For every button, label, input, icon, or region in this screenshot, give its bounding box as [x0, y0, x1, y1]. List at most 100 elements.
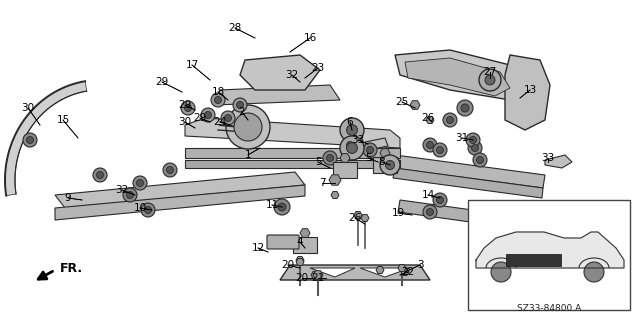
Text: 32: 32 [285, 70, 299, 80]
Text: 15: 15 [56, 115, 70, 125]
Polygon shape [296, 256, 304, 263]
Text: 5: 5 [365, 153, 371, 163]
Text: 28: 28 [228, 23, 242, 33]
Circle shape [380, 155, 400, 175]
Text: 8: 8 [379, 157, 385, 167]
Circle shape [461, 104, 469, 112]
Polygon shape [398, 264, 406, 271]
Circle shape [433, 143, 447, 157]
Circle shape [385, 160, 394, 169]
Text: 20: 20 [296, 273, 308, 283]
Text: 17: 17 [186, 60, 198, 70]
FancyBboxPatch shape [293, 237, 317, 253]
Text: 21: 21 [312, 273, 324, 283]
Polygon shape [240, 55, 320, 90]
Polygon shape [401, 269, 409, 276]
Text: 4: 4 [297, 237, 303, 247]
Circle shape [123, 188, 137, 202]
Polygon shape [5, 81, 86, 196]
Circle shape [237, 101, 243, 108]
Text: 30: 30 [179, 117, 191, 127]
Circle shape [136, 180, 143, 187]
Text: 13: 13 [524, 85, 536, 95]
Text: 16: 16 [303, 33, 317, 43]
Text: FR.: FR. [60, 262, 83, 275]
FancyBboxPatch shape [267, 235, 299, 249]
Circle shape [340, 118, 364, 142]
Polygon shape [329, 175, 341, 185]
Circle shape [457, 100, 473, 116]
Circle shape [340, 136, 364, 160]
Circle shape [343, 138, 357, 152]
Circle shape [426, 142, 433, 149]
Text: 12: 12 [252, 243, 264, 253]
Text: 29: 29 [193, 113, 207, 123]
Polygon shape [398, 200, 545, 232]
Circle shape [233, 98, 247, 112]
Circle shape [479, 69, 501, 91]
Polygon shape [215, 85, 340, 105]
Circle shape [184, 105, 191, 112]
Circle shape [472, 145, 479, 152]
Text: 24: 24 [213, 117, 227, 127]
Text: 19: 19 [392, 208, 404, 218]
Polygon shape [55, 185, 305, 220]
Text: 2: 2 [239, 107, 245, 117]
Polygon shape [476, 232, 624, 268]
Circle shape [326, 154, 333, 161]
Polygon shape [300, 229, 310, 237]
Text: 9: 9 [65, 193, 71, 203]
Polygon shape [296, 258, 304, 265]
Polygon shape [410, 101, 420, 109]
Text: 27: 27 [483, 67, 497, 77]
Text: 23: 23 [312, 63, 324, 73]
Text: 10: 10 [133, 203, 147, 213]
Circle shape [347, 125, 357, 135]
Circle shape [491, 262, 511, 282]
Polygon shape [55, 172, 305, 208]
Circle shape [485, 75, 495, 85]
Circle shape [278, 203, 286, 211]
Circle shape [23, 133, 37, 147]
Text: 18: 18 [211, 87, 225, 97]
Text: 32: 32 [115, 185, 129, 195]
Polygon shape [376, 267, 384, 273]
Polygon shape [360, 268, 410, 277]
Circle shape [163, 163, 177, 177]
Text: 6: 6 [347, 117, 353, 127]
Circle shape [166, 167, 173, 174]
Circle shape [323, 151, 337, 165]
Text: 33: 33 [351, 135, 365, 145]
Text: 3: 3 [417, 260, 423, 270]
Text: 29: 29 [156, 77, 168, 87]
Polygon shape [310, 268, 355, 277]
Circle shape [127, 191, 134, 198]
Circle shape [363, 143, 377, 157]
Circle shape [423, 138, 437, 152]
Text: SZ33-84800 A: SZ33-84800 A [517, 304, 581, 313]
Text: 11: 11 [266, 200, 278, 210]
Circle shape [97, 172, 104, 179]
Circle shape [145, 206, 152, 213]
Polygon shape [185, 148, 400, 158]
Circle shape [426, 209, 433, 216]
Circle shape [423, 205, 437, 219]
Circle shape [26, 137, 33, 144]
Text: 1: 1 [244, 150, 252, 160]
Circle shape [468, 141, 482, 155]
Circle shape [234, 113, 262, 141]
Polygon shape [311, 271, 319, 278]
Circle shape [584, 262, 604, 282]
Circle shape [274, 199, 290, 215]
FancyBboxPatch shape [468, 200, 630, 310]
Polygon shape [340, 154, 350, 162]
Circle shape [214, 97, 221, 103]
Polygon shape [354, 211, 362, 219]
Text: 22: 22 [401, 267, 415, 277]
Circle shape [466, 133, 480, 147]
Circle shape [201, 108, 215, 122]
Circle shape [205, 112, 211, 118]
Circle shape [470, 137, 477, 144]
Polygon shape [405, 58, 510, 96]
Circle shape [181, 101, 195, 115]
